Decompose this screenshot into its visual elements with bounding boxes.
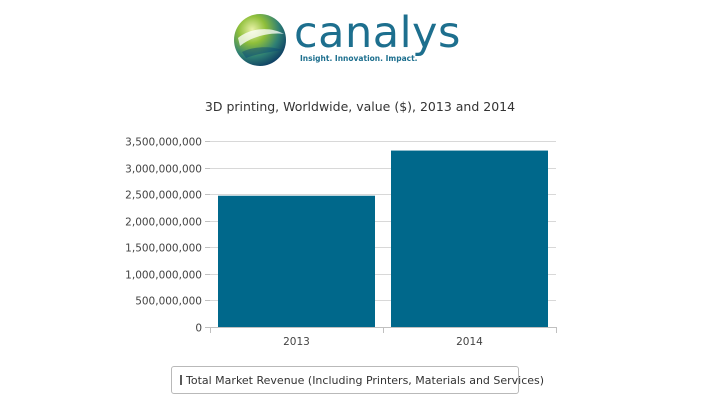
y-tick-label: 2,000,000,000 <box>125 217 202 229</box>
legend-swatch <box>180 375 182 385</box>
x-tick-labels: 2013 2014 <box>283 336 483 348</box>
y-tick-label: 1,000,000,000 <box>125 270 202 282</box>
logo-wordmark: canalys <box>294 8 461 58</box>
y-tick-label: 3,500,000,000 <box>125 137 202 149</box>
axes <box>205 141 557 333</box>
bar-chart: 0 500,000,000 1,000,000,000 1,500,000,000 2,… <box>125 137 557 348</box>
x-tick-label: 2013 <box>283 336 310 348</box>
logo-tagline: Insight. Innovation. Impact. <box>300 54 418 63</box>
bar-2013[interactable] <box>218 195 375 327</box>
bars <box>218 150 548 327</box>
bar-2014[interactable] <box>391 150 548 327</box>
globe-logo-icon <box>234 14 286 66</box>
y-tick-label: 0 <box>195 323 202 335</box>
chart-legend[interactable]: Total Market Revenue (Including Printers… <box>171 366 544 394</box>
y-tick-label: 2,500,000,000 <box>125 190 202 202</box>
legend-label: Total Market Revenue (Including Printers… <box>186 373 545 387</box>
y-tick-label: 3,000,000,000 <box>125 164 202 176</box>
canalys-logo: canalys Insight. Innovation. Impact. <box>232 8 464 68</box>
chart-title: 3D printing, Worldwide, value ($), 2013 … <box>204 99 516 114</box>
y-tick-labels: 0 500,000,000 1,000,000,000 1,500,000,000 2,… <box>125 137 202 335</box>
y-tick-label: 500,000,000 <box>135 296 202 308</box>
x-tick-label: 2014 <box>456 336 483 348</box>
y-tick-label: 1,500,000,000 <box>125 243 202 255</box>
